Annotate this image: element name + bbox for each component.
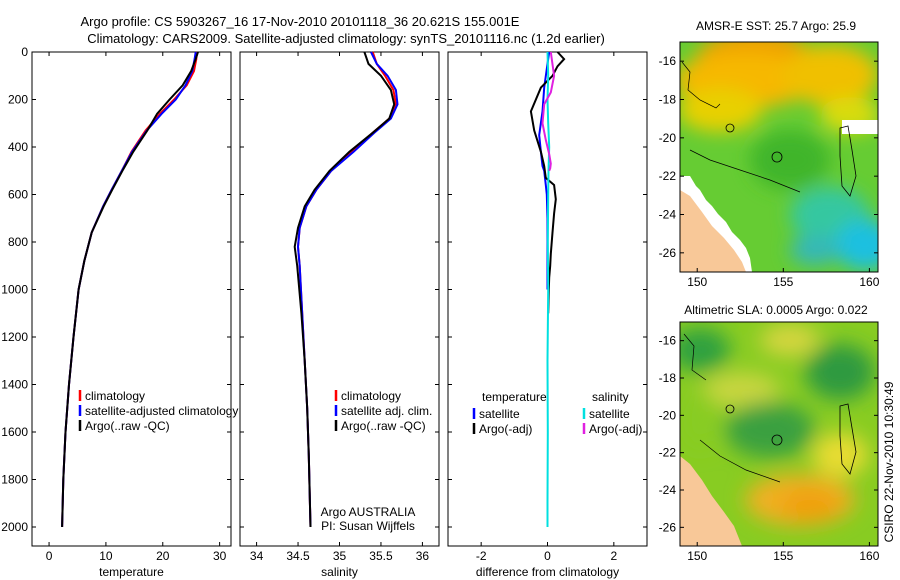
temperature-legend-label: Argo(..raw -QC) — [85, 419, 170, 433]
depth-tick-label: 1200 — [1, 330, 28, 344]
sst_map-ytick-label: -20 — [659, 131, 677, 145]
series-line-climatology — [61, 51, 198, 528]
temperature-legend-label: climatology — [85, 389, 145, 403]
difference-xtick-label: -2 — [476, 549, 487, 563]
temperature-xlabel: temperature — [99, 565, 164, 579]
sla-map: Altimetric SLA: 0.0005 Argo: 0.022 — [679, 303, 879, 547]
sla_map-ytick-label: -24 — [659, 483, 677, 497]
depth-tick-label: 2000 — [1, 520, 28, 534]
sst_map-ytick-label: -24 — [659, 208, 677, 222]
sst-field — [680, 42, 878, 272]
salinity-xlabel: salinity — [321, 565, 358, 579]
difference-legend-header: salinity — [592, 390, 629, 404]
depth-tick-label: 400 — [8, 140, 28, 154]
salinity-xtick-label: 35.5 — [369, 549, 393, 563]
salinity-xtick-label: 34 — [250, 549, 264, 563]
sla_map-xtick-label: 155 — [773, 549, 793, 563]
sst-map-title: AMSR-E SST: 25.7 Argo: 25.9 — [696, 19, 856, 33]
difference-legend-label: Argo(-adj) — [479, 422, 532, 436]
csiro-timestamp: CSIRO 22-Nov-2010 10:30:49 — [882, 381, 896, 542]
difference-legend-label: satellite — [589, 407, 630, 421]
series-line-salinity-argo-adj- — [541, 51, 556, 172]
series-line-salinity-satellite — [546, 51, 551, 527]
temperature-xtick-label: 30 — [213, 549, 227, 563]
salinity-plot: 34 34.5 35 35.5 36 salinity climatologysatelli… — [240, 51, 439, 579]
temperature-xtick-label: 10 — [99, 549, 113, 563]
series-line-climatology — [296, 51, 397, 528]
sla-field — [680, 322, 878, 546]
temperature-xtick-label: 0 — [46, 549, 53, 563]
sst_map-ytick-label: -18 — [659, 93, 677, 107]
difference-plot: -2 0 2 difference from climatology temperatu… — [448, 51, 647, 579]
sla-profile-marker — [771, 434, 783, 446]
salinity-annotation: Argo AUSTRALIA — [321, 505, 416, 519]
sst_map-xtick-label: 160 — [859, 275, 879, 289]
sst_map-ytick-label: -16 — [659, 54, 677, 68]
sla_map-xtick-label: 150 — [687, 549, 707, 563]
depth-tick-label: 1600 — [1, 425, 28, 439]
salinity-xtick-label: 36 — [416, 549, 430, 563]
sla_map-ytick-label: -26 — [659, 520, 677, 534]
series-line-argo-raw-qc- — [61, 51, 199, 528]
depth-tick-label: 0 — [21, 45, 28, 59]
temperature-panel — [31, 51, 232, 547]
salinity-annotation: PI: Susan Wijffels — [321, 519, 415, 533]
depth-tick-label: 600 — [8, 188, 28, 202]
sla_map-ytick-label: -18 — [659, 371, 677, 385]
sst-map: AMSR-E SST: 25.7 Argo: 25.9 — [679, 19, 879, 273]
temperature-xtick-label: 20 — [156, 549, 170, 563]
sst_map-xtick-label: 150 — [687, 275, 707, 289]
sst-profile-marker — [771, 151, 783, 163]
series-line-temperature-argo-adj- — [529, 51, 566, 314]
salinity-legend-label: Argo(..raw -QC) — [341, 419, 426, 433]
sla-map-title: Altimetric SLA: 0.0005 Argo: 0.022 — [684, 303, 868, 317]
sla_map-ytick-label: -16 — [659, 334, 677, 348]
temperature-plot: 0 10 20 30 0 200 400 600 800 1000 1200 1400 1600 1800… — [1, 45, 238, 579]
sst_map-ytick-label: -26 — [659, 246, 677, 260]
sla_map-xtick-label: 160 — [859, 549, 879, 563]
temperature-legend-label: satellite-adjusted climatology — [85, 404, 238, 418]
difference-legend-label: satellite — [479, 407, 520, 421]
difference-xtick-label: 2 — [610, 549, 617, 563]
figure-title-line2: Climatology: CARS2009. Satellite-adjuste… — [87, 31, 605, 46]
salinity-panel — [239, 51, 440, 547]
series-line-argo-raw-qc- — [293, 51, 396, 528]
difference-legend-label: Argo(-adj) — [589, 422, 642, 436]
depth-tick-label: 800 — [8, 235, 28, 249]
figure-title-line1: Argo profile: CS 5903267_16 17-Nov-2010 … — [81, 14, 520, 29]
sla_map-ytick-label: -22 — [659, 446, 677, 460]
depth-tick-label: 1000 — [1, 283, 28, 297]
sla_map-ytick-label: -20 — [659, 408, 677, 422]
sst_map-ytick-label: -22 — [659, 169, 677, 183]
sst_map-xtick-label: 155 — [773, 275, 793, 289]
salinity-xtick-label: 34.5 — [286, 549, 310, 563]
depth-tick-label: 1400 — [1, 378, 28, 392]
depth-tick-label: 200 — [8, 93, 28, 107]
series-line-satellite-adjusted-climatology — [61, 51, 197, 528]
salinity-legend-label: climatology — [341, 389, 401, 403]
difference-xlabel: difference from climatology — [476, 565, 619, 579]
salinity-xtick-label: 35 — [333, 549, 347, 563]
salinity-legend-label: satellite adj. clim. — [341, 404, 432, 418]
difference-xtick-label: 0 — [544, 549, 551, 563]
depth-tick-label: 1800 — [1, 473, 28, 487]
map-axes: 150 155 160 -16 -18 -20 -22 -24 -26 150 155 160 -16 -… — [659, 54, 880, 563]
difference-legend-header: temperature — [482, 390, 547, 404]
